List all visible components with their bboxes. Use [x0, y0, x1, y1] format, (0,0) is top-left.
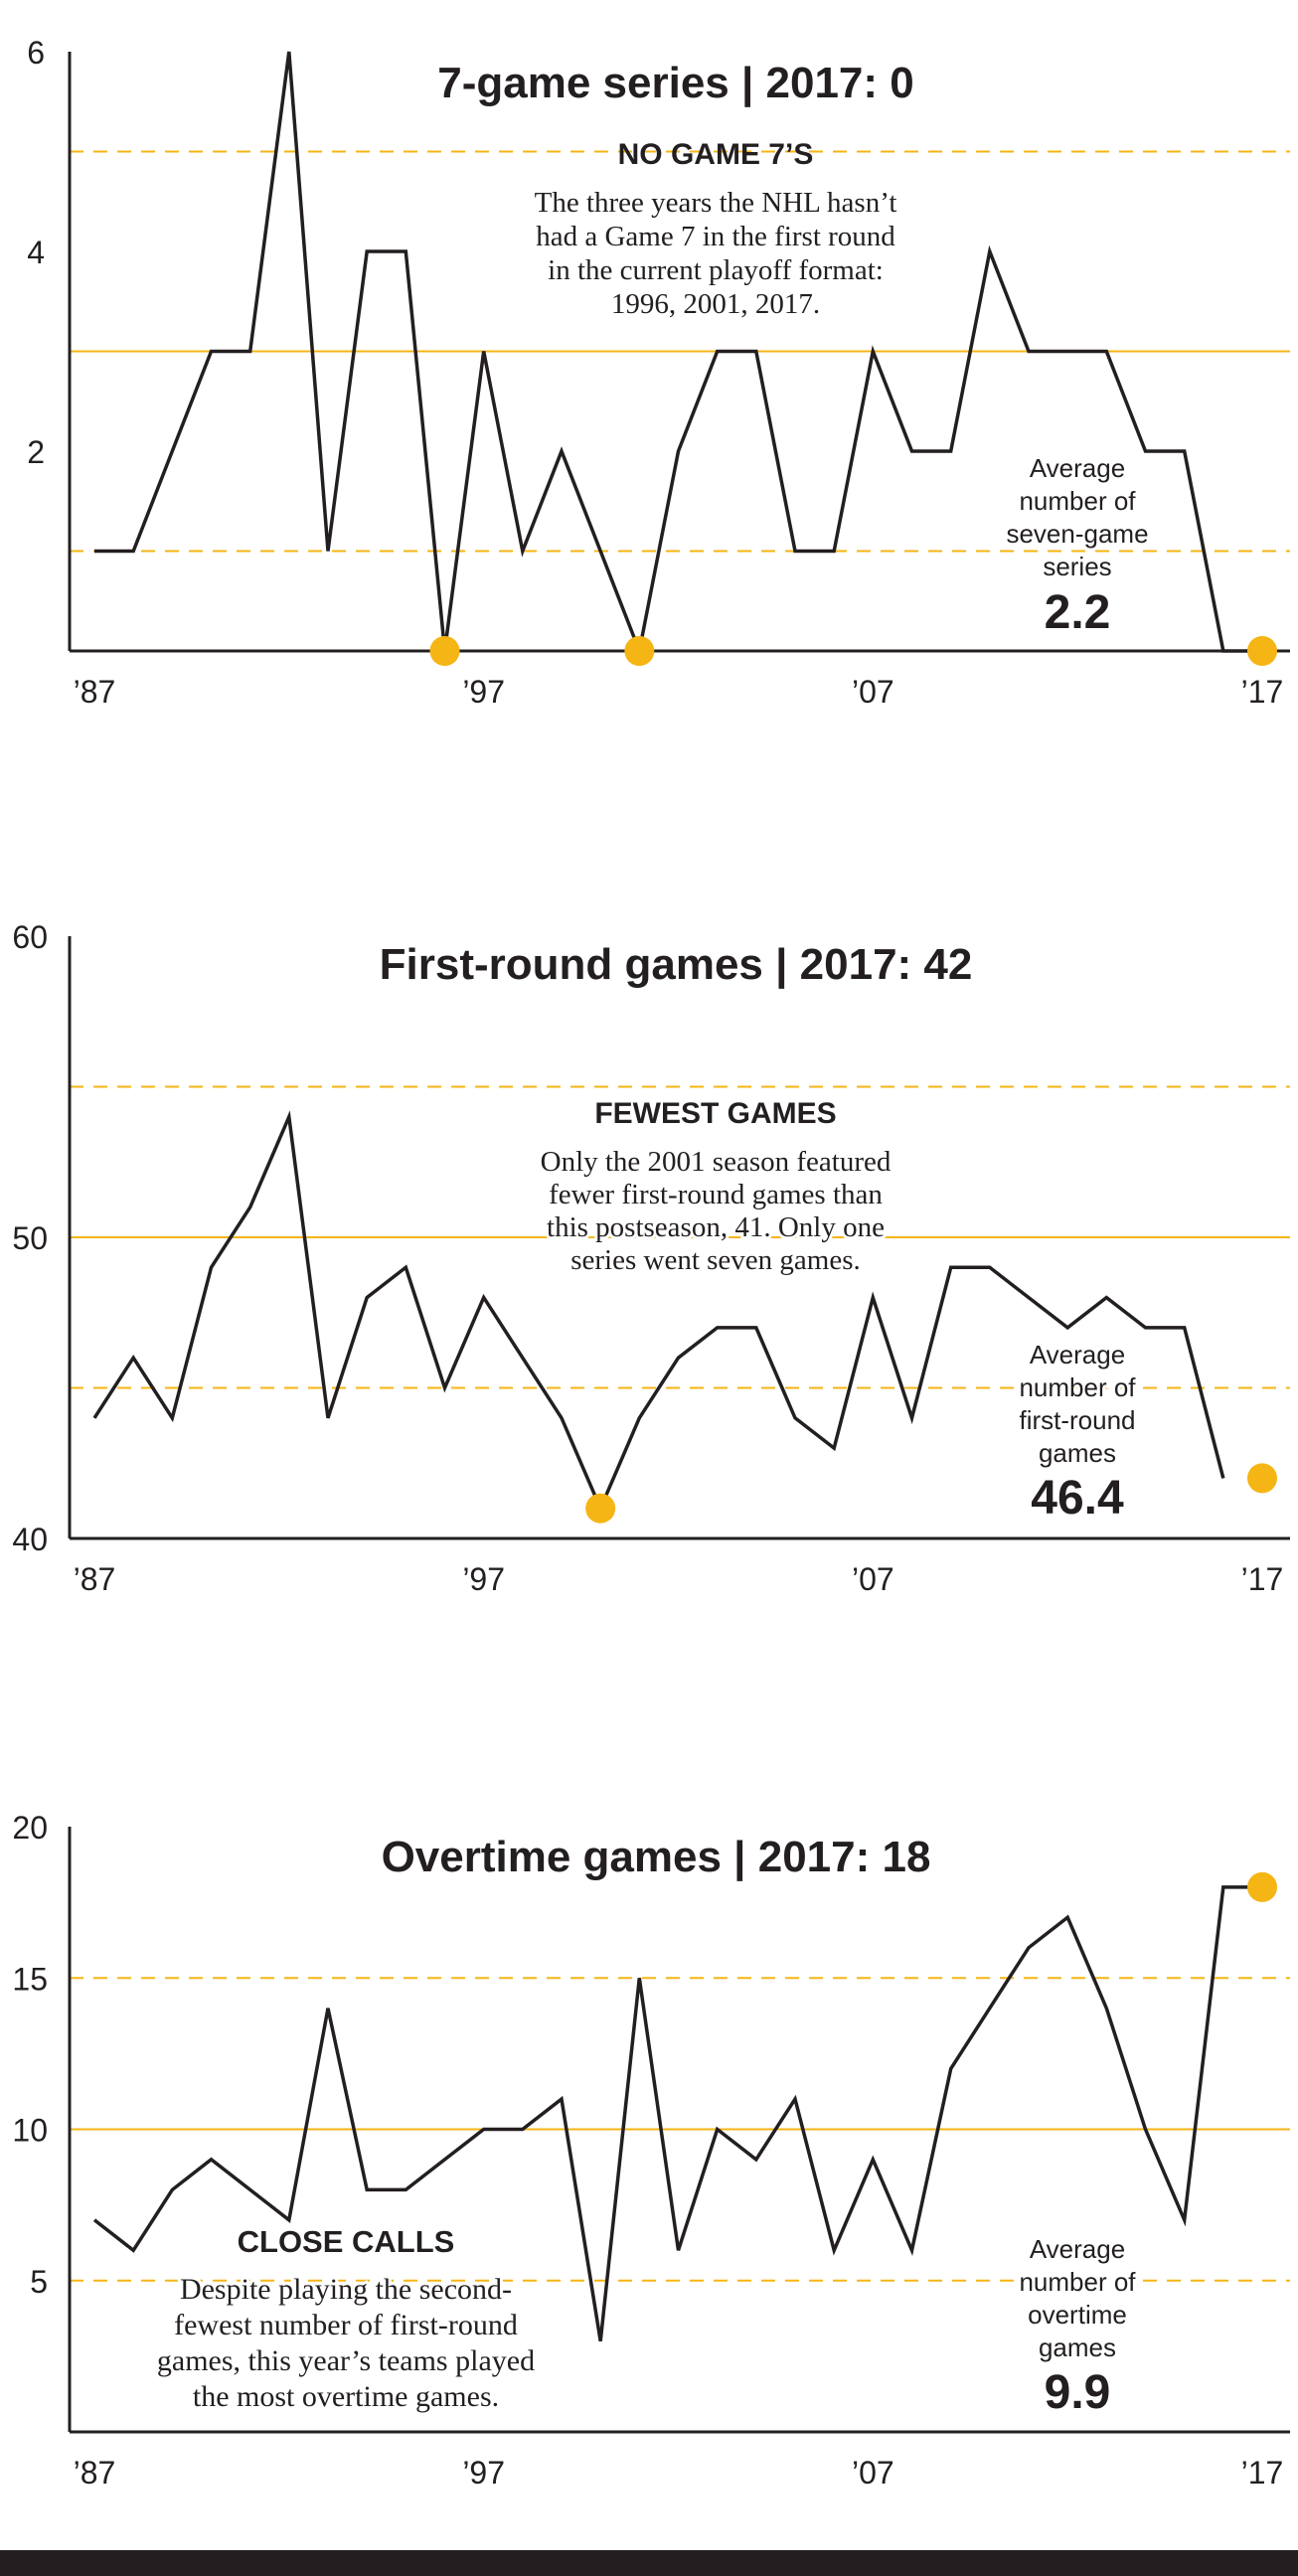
- average-value: 46.4: [1031, 1472, 1124, 1525]
- annotation-line: in the current playoff format:: [548, 254, 884, 286]
- average-label: games: [1039, 2333, 1116, 2362]
- annotation-line: fewer first-round games than: [549, 1179, 883, 1210]
- annotation-line: this postseason, 41. Only one: [547, 1211, 885, 1243]
- annotation-heading: NO GAME 7’S: [618, 138, 814, 171]
- y-tick-label: 10: [12, 2113, 48, 2149]
- average-label: Average: [1030, 453, 1125, 483]
- highlight-dot: [429, 636, 460, 666]
- highlight-dot: [1247, 636, 1277, 666]
- x-tick-label: ’17: [1241, 674, 1284, 710]
- average-label: overtime: [1028, 2300, 1127, 2330]
- x-tick-label: ’97: [462, 674, 505, 710]
- highlight-dot: [585, 1493, 616, 1524]
- average-label: number of: [1019, 2267, 1136, 2297]
- annotation-line: The three years the NHL hasn’t: [535, 187, 897, 219]
- average-label: number of: [1019, 486, 1136, 516]
- annotation-line: series went seven games.: [570, 1244, 861, 1276]
- chart-title: First-round games | 2017: 42: [380, 940, 973, 990]
- y-tick-label: 6: [27, 35, 45, 71]
- annotation-line: games, this year’s teams played: [157, 2344, 535, 2377]
- highlight-dot: [1247, 1463, 1277, 1494]
- y-tick-label: 40: [12, 1522, 48, 1557]
- x-tick-label: ’07: [852, 1561, 894, 1597]
- annotation-heading: CLOSE CALLS: [238, 2224, 455, 2259]
- series-line: [94, 51, 1262, 658]
- annotation-line: 1996, 2001, 2017.: [611, 288, 820, 320]
- chart-title: Overtime games | 2017: 18: [382, 1833, 931, 1882]
- y-tick-label: 2: [27, 434, 45, 470]
- x-tick-label: ’07: [852, 674, 894, 710]
- x-tick-label: ’17: [1241, 1561, 1284, 1597]
- annotation-line: Only the 2001 season featured: [541, 1146, 892, 1178]
- y-tick-label: 60: [12, 919, 48, 955]
- annotation-line: had a Game 7 in the first round: [536, 221, 895, 252]
- highlight-dot: [1247, 1871, 1277, 1902]
- y-tick-label: 20: [12, 1810, 48, 1846]
- average-label: number of: [1019, 1372, 1136, 1402]
- x-tick-label: ’97: [462, 2455, 505, 2491]
- series-line: [92, 1110, 1225, 1514]
- footer-bar: [0, 2550, 1298, 2576]
- x-tick-label: ’07: [852, 2455, 894, 2491]
- average-value: 2.2: [1045, 586, 1111, 639]
- chart-title: 7-game series | 2017: 0: [437, 59, 914, 108]
- x-tick-label: ’87: [74, 2455, 116, 2491]
- y-tick-label: 5: [30, 2264, 48, 2300]
- annotation-line: fewest number of first-round: [174, 2309, 518, 2341]
- average-value: 9.9: [1045, 2366, 1111, 2419]
- x-tick-label: ’17: [1241, 2455, 1284, 2491]
- average-label: Average: [1030, 2234, 1125, 2264]
- average-label: games: [1039, 1438, 1116, 1468]
- y-tick-label: 50: [12, 1220, 48, 1256]
- x-tick-label: ’87: [74, 674, 116, 710]
- annotation-line: the most overtime games.: [193, 2380, 499, 2413]
- series-line: [92, 1885, 1262, 2341]
- highlight-dot: [624, 636, 655, 666]
- average-label: first-round: [1019, 1405, 1135, 1435]
- y-tick-label: 4: [27, 235, 45, 270]
- annotation-line: Despite playing the second-: [180, 2273, 512, 2306]
- average-label: Average: [1030, 1340, 1125, 1369]
- y-tick-label: 15: [12, 1961, 48, 1997]
- x-tick-label: ’97: [462, 1561, 505, 1597]
- x-tick-label: ’87: [74, 1561, 116, 1597]
- annotation-heading: FEWEST GAMES: [594, 1097, 836, 1130]
- average-label: series: [1043, 552, 1111, 581]
- average-label: seven-game: [1006, 519, 1148, 549]
